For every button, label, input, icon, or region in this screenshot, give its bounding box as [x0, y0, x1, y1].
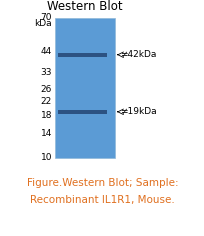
Text: ≠42kDa: ≠42kDa [119, 50, 156, 59]
Text: 26: 26 [40, 85, 52, 94]
Text: 18: 18 [40, 111, 52, 120]
Text: Figure.Western Blot; Sample:: Figure.Western Blot; Sample: [27, 178, 177, 188]
Text: Western Blot: Western Blot [47, 0, 122, 13]
Bar [58, 52, 106, 57]
Text: 33: 33 [40, 67, 52, 77]
Text: 10: 10 [40, 153, 52, 163]
Text: Recombinant IL1R1, Mouse.: Recombinant IL1R1, Mouse. [30, 195, 174, 205]
Text: 22: 22 [41, 97, 52, 106]
Text: ≠19kDa: ≠19kDa [119, 107, 156, 116]
Text: 44: 44 [41, 47, 52, 56]
Text: kDa: kDa [34, 19, 52, 28]
Text: 14: 14 [40, 129, 52, 138]
Text: 70: 70 [40, 13, 52, 22]
Bar [55, 18, 114, 158]
Bar [58, 110, 106, 114]
